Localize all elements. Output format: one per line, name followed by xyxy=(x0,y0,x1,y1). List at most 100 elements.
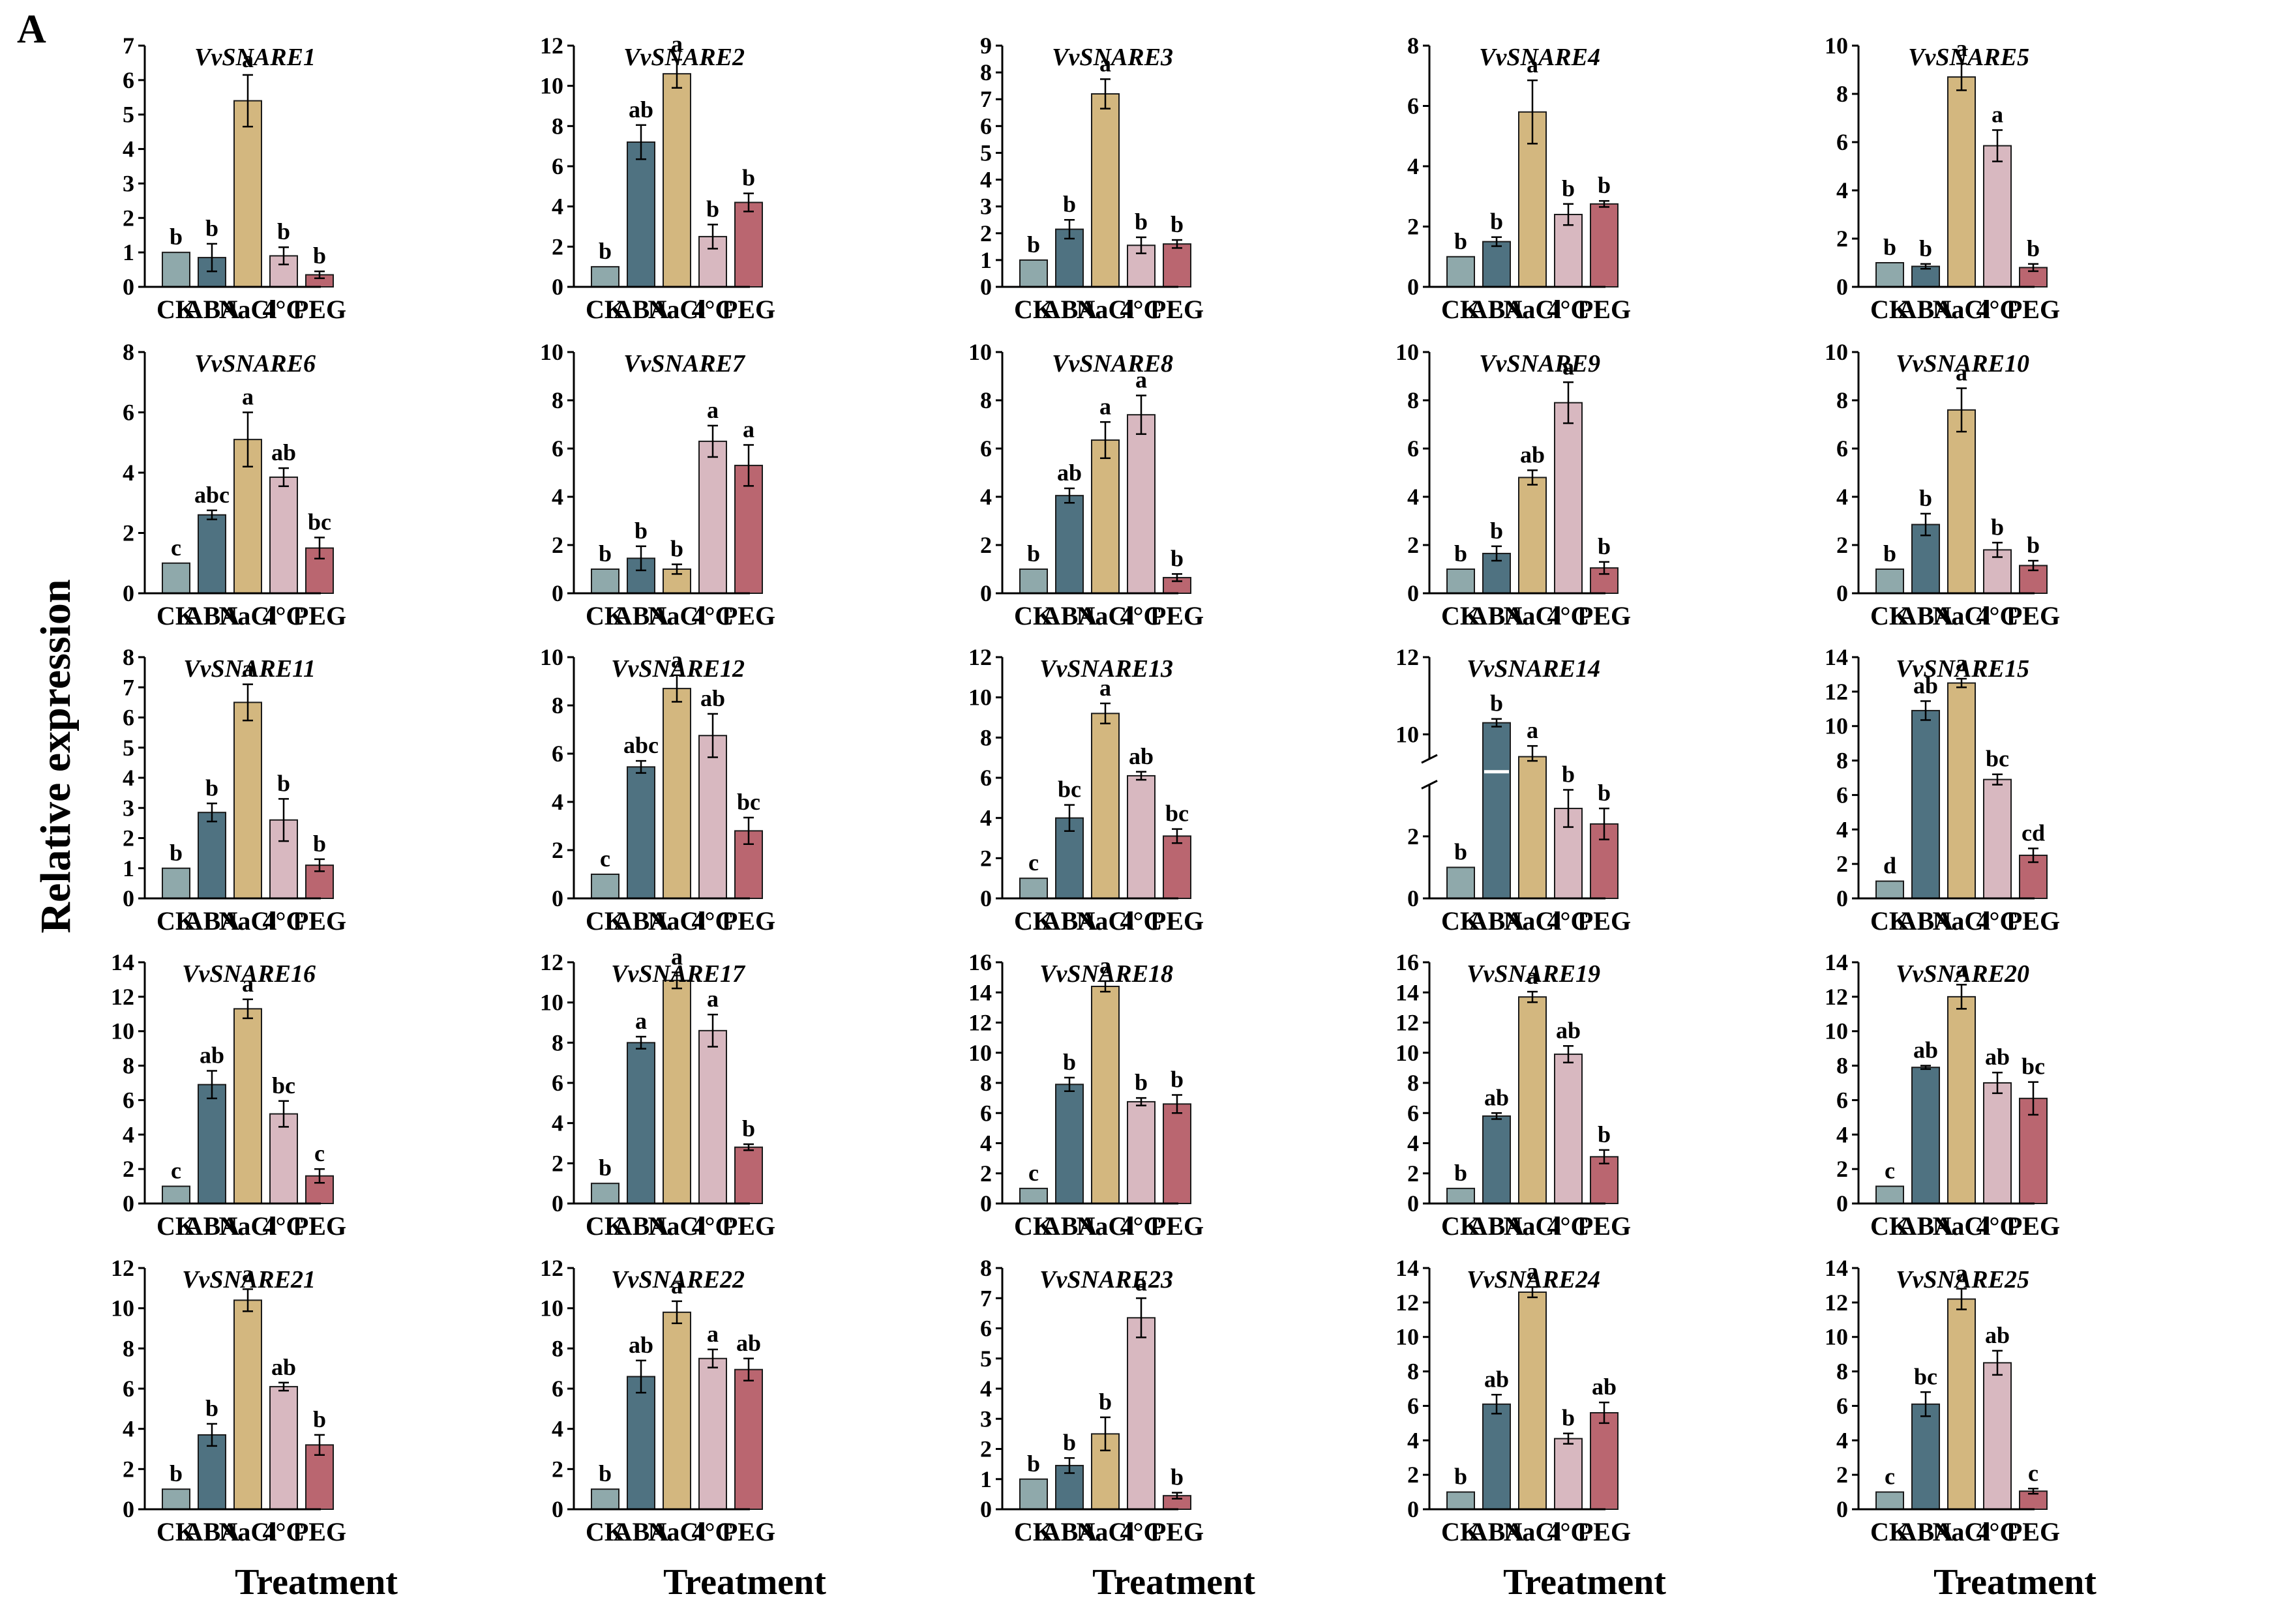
bar xyxy=(1983,778,2012,899)
significance-letter: bc xyxy=(1165,801,1189,827)
chart-title: VvSNARE24 xyxy=(1467,1266,1600,1293)
category-tick-label: 4°C xyxy=(692,295,734,324)
category-tick-label: CK xyxy=(586,295,625,324)
chart-vvsnare17: b CK a ABA a NaCl a 4°C b PEG 0 2 4 6 8 10 12 VvSNARE17 xyxy=(540,943,775,1241)
category-tick-label: 4°C xyxy=(1547,601,1590,630)
y-tick-label: 8 xyxy=(1836,387,1848,413)
bar xyxy=(1127,414,1156,594)
category-tick-label: NaCl xyxy=(648,1211,706,1241)
significance-letter: b xyxy=(599,1460,612,1486)
chart-title: VvSNARE2 xyxy=(623,44,745,71)
y-tick-label: 10 xyxy=(540,990,563,1016)
significance-letter: b xyxy=(1171,1067,1184,1093)
significance-letter: a xyxy=(1135,1269,1147,1295)
bar xyxy=(1590,203,1619,288)
y-tick-label: 7 xyxy=(980,86,992,112)
y-tick-label: 2 xyxy=(123,1156,134,1182)
y-tick-label: 8 xyxy=(980,387,992,413)
significance-letter: a xyxy=(1099,393,1111,419)
bar xyxy=(591,266,619,288)
y-tick-label: 8 xyxy=(552,387,563,413)
y-tick-label: 6 xyxy=(1407,1393,1419,1419)
y-tick-label: 4 xyxy=(1407,1427,1419,1453)
y-tick-label: 4 xyxy=(1407,1130,1419,1157)
category-tick-label: 4°C xyxy=(263,295,305,324)
category-tick-label: CK xyxy=(586,1211,625,1241)
significance-letter: b xyxy=(1135,209,1148,235)
category-tick-label: NaCl xyxy=(648,601,706,630)
category-tick-label: CK xyxy=(157,1517,196,1546)
category-tick-label: PEG xyxy=(293,295,346,324)
significance-letter: b xyxy=(1454,1160,1467,1186)
bar xyxy=(1019,1187,1048,1204)
chart-title: VvSNARE8 xyxy=(1052,350,1173,377)
category-tick-label: 4°C xyxy=(263,601,305,630)
significance-letter: d xyxy=(1883,853,1896,879)
y-tick-label: 4 xyxy=(123,1416,134,1442)
chart-title: VvSNARE21 xyxy=(182,1266,316,1293)
category-tick-label: ABA xyxy=(185,601,240,630)
significance-letter: a xyxy=(1135,367,1147,393)
y-tick-label: 3 xyxy=(123,170,134,196)
y-tick-label: 2 xyxy=(552,1456,563,1482)
y-tick-label: 6 xyxy=(123,1087,134,1113)
y-tick-label: 16 xyxy=(968,949,992,975)
significance-letter: b xyxy=(742,165,755,191)
y-tick-label: 6 xyxy=(123,67,134,93)
bar xyxy=(1127,1317,1156,1510)
y-tick-label: 14 xyxy=(111,949,134,975)
bar xyxy=(1091,713,1120,900)
x-axis-title-col4: Treatment xyxy=(1503,1562,1666,1602)
category-tick-label: CK xyxy=(157,601,196,630)
bar xyxy=(1983,145,2012,288)
bar xyxy=(269,476,298,594)
y-tick-label: 9 xyxy=(980,33,992,59)
y-tick-label: 4 xyxy=(1836,816,1848,842)
y-tick-label: 6 xyxy=(1836,1087,1848,1113)
bar xyxy=(734,201,763,288)
y-tick-label: 2 xyxy=(980,532,992,558)
category-tick-label: CK xyxy=(586,601,625,630)
chart-vvsnare2: b CK ab ABA a NaCl b 4°C b PEG 0 2 4 6 8 10 12 VvSNARE2 xyxy=(540,31,775,324)
y-tick-label: 8 xyxy=(123,644,134,670)
significance-letter: b xyxy=(2027,532,2040,558)
significance-letter: bc xyxy=(308,509,331,535)
category-tick-label: ABA xyxy=(1042,1211,1097,1241)
y-tick-label: 8 xyxy=(552,1335,563,1361)
category-tick-label: CK xyxy=(1441,295,1480,324)
significance-letter: a xyxy=(671,943,683,969)
y-tick-label: 1 xyxy=(980,1466,992,1492)
significance-letter: b xyxy=(1027,540,1040,567)
category-tick-label: NaCl xyxy=(219,906,277,936)
category-tick-label: NaCl xyxy=(219,1211,277,1241)
bar xyxy=(1482,241,1511,288)
category-tick-label: ABA xyxy=(1469,906,1525,936)
category-tick-label: 4°C xyxy=(1977,601,2019,630)
bar xyxy=(663,73,691,288)
y-tick-label: 2 xyxy=(1407,1160,1419,1187)
significance-letter: a xyxy=(707,986,719,1012)
y-tick-label: 4 xyxy=(552,1416,563,1442)
y-tick-label: 2 xyxy=(980,1436,992,1462)
category-tick-label: PEG xyxy=(1150,906,1204,936)
significance-letter: a xyxy=(242,656,254,682)
y-tick-label: 12 xyxy=(968,644,992,670)
category-tick-label: PEG xyxy=(293,1211,346,1241)
y-tick-label: 16 xyxy=(1395,949,1419,975)
category-tick-label: NaCl xyxy=(1933,295,1991,324)
bar xyxy=(1091,986,1120,1204)
bar xyxy=(1446,866,1475,900)
significance-letter: bc xyxy=(1058,776,1081,803)
significance-letter: ab xyxy=(271,439,296,465)
significance-letter: b xyxy=(599,238,612,264)
y-tick-label: 4 xyxy=(1836,177,1848,203)
y-tick-label: 0 xyxy=(552,1496,563,1522)
category-tick-label: PEG xyxy=(722,601,775,630)
significance-letter: b xyxy=(1883,540,1896,567)
y-tick-label: 4 xyxy=(980,805,992,831)
chart-vvsnare11: b CK b ABA a NaCl b 4°C b PEG 0 1 2 3 4 5 6 7 8 VvSNARE11 xyxy=(123,644,346,936)
category-tick-label: CK xyxy=(1870,295,1909,324)
y-tick-label: 12 xyxy=(1395,644,1419,670)
chart-vvsnare16: c CK ab ABA a NaCl bc 4°C c PEG 0 2 4 6 8 10 12 14 VvSNARE… xyxy=(111,949,346,1241)
